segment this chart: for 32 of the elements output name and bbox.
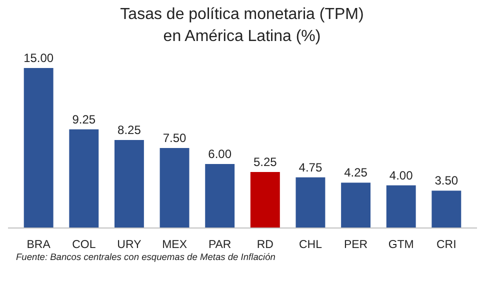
data-label: 4.75	[298, 160, 322, 174]
bar	[160, 148, 190, 228]
data-label: 4.25	[344, 166, 368, 180]
x-tick-label: COL	[72, 239, 96, 251]
bar	[296, 177, 326, 228]
bar	[341, 182, 371, 228]
bar	[114, 140, 144, 228]
x-tick-label: CHL	[298, 239, 323, 251]
x-tick-label: MEX	[162, 239, 188, 251]
x-tick-label: CRI	[436, 239, 456, 251]
x-tick-label: RD	[256, 239, 274, 251]
chart-title: Tasas de política monetaria (TPM) en América Latina (%)	[120, 6, 364, 45]
data-label: 5.25	[253, 155, 278, 169]
data-label: 15.00	[24, 51, 54, 65]
x-tick-label: PER	[344, 239, 368, 251]
data-label: 9.25	[72, 112, 96, 126]
bar	[386, 185, 416, 228]
data-label: 3.50	[434, 174, 458, 188]
data-label: 4.00	[389, 168, 414, 182]
data-label: 7.50	[162, 131, 187, 145]
bar	[69, 129, 99, 228]
bar	[432, 190, 462, 228]
data-label: 8.25	[118, 123, 142, 137]
x-tick-label: BRA	[26, 239, 51, 251]
x-tick-label: GTM	[388, 239, 414, 251]
bar	[250, 172, 280, 228]
data-label: 6.00	[208, 147, 232, 161]
source-note: Fuente: Bancos centrales con esquemas de Metas de Inflación	[16, 252, 276, 262]
bar	[24, 68, 54, 228]
x-tick-label: URY	[117, 239, 142, 251]
bar	[205, 164, 235, 228]
x-tick-label: PAR	[208, 239, 232, 251]
